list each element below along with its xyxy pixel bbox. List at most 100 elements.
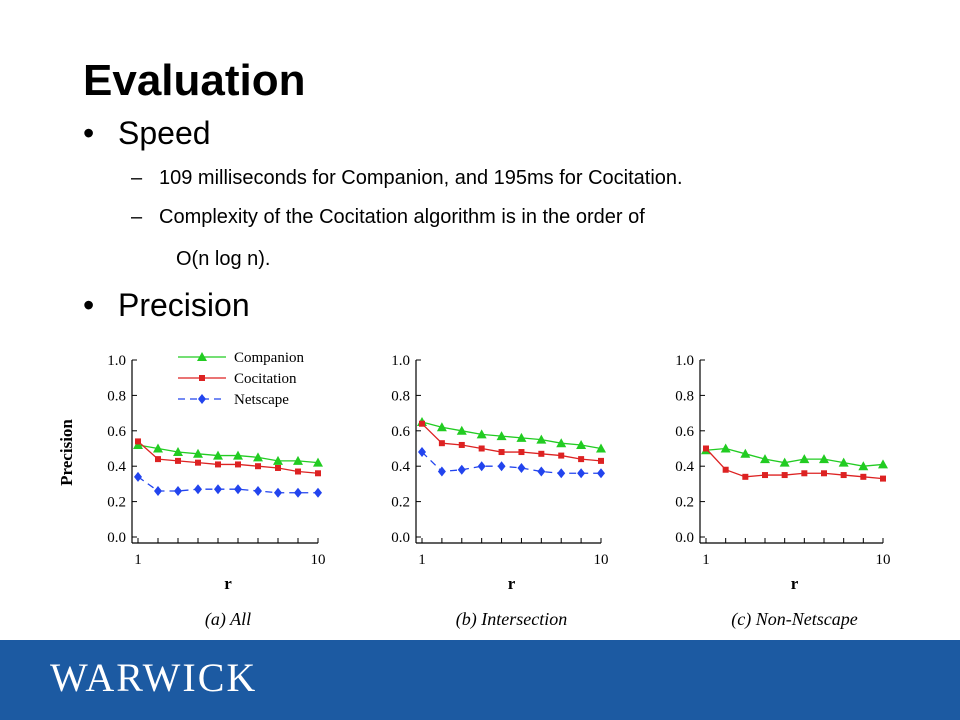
y-tick-label: 0.8 [675,388,694,404]
data-point [821,470,827,477]
data-point [538,450,545,457]
legend-marker [199,375,205,381]
subbullet-speed-time-text: 109 milliseconds for Companion, and 195m… [159,167,683,189]
series-netscape [134,471,322,498]
data-point [195,459,201,466]
y-tick-label: 0.4 [391,459,410,475]
data-point [819,454,829,464]
series-cocitation [419,420,604,464]
data-point [295,468,301,475]
data-point [234,484,242,495]
data-point [742,473,749,480]
y-tick-label: 0.6 [391,424,410,440]
data-point [801,470,808,477]
data-point [194,484,202,495]
series-companion [701,443,888,471]
subbullet-complexity-text: Complexity of the Cocitation algorithm i… [159,206,645,228]
x-axis-label: r [508,574,516,593]
data-point [703,445,709,452]
data-point [419,420,425,427]
legend-marker [197,352,207,361]
data-point [477,461,486,472]
series-cocitation [135,438,321,477]
data-point [235,461,241,468]
x-axis-label: r [224,574,232,593]
data-point [294,487,302,498]
series-line [705,448,884,480]
data-point [476,429,487,439]
data-point [193,448,203,458]
data-point [722,466,729,473]
data-point [154,485,162,496]
bullet-precision-text: Precision [118,287,250,323]
y-tick-label: 0.6 [675,424,694,440]
y-tick-label: 0.2 [391,495,410,511]
series-netscape [418,447,605,479]
data-point [478,445,485,452]
bullet-marker: • [83,115,95,151]
footer-bar [0,640,960,720]
data-point [418,447,426,458]
subbullet-marker: – [131,167,143,189]
data-point [233,450,243,460]
data-point [173,447,183,457]
subbullet-complexity-continuation: O(n log n). [176,248,271,270]
data-point [557,468,566,479]
data-point [860,473,867,480]
data-point [155,456,161,463]
series-companion [133,439,323,467]
chart-2: 0.0 0.2 0.4 0.6 0.8 1.0 1 10 r (b) Intersection [391,353,608,630]
x-tick-label: 10 [594,552,609,568]
data-point [215,461,221,468]
data-point [497,461,506,472]
data-point [214,484,222,495]
series-line [705,447,884,467]
x-tick-label: 1 [418,552,426,568]
data-point [174,485,182,496]
data-point [456,425,467,435]
x-tick-label: 1 [134,552,142,568]
data-point [596,443,606,453]
data-point [254,485,262,496]
x-tick-label: 10 [876,552,891,568]
data-point [313,457,323,467]
data-point [436,422,447,432]
data-point [577,468,586,479]
x-axis-label: r [791,574,799,593]
bullet-speed-text: Speed [118,115,211,151]
data-point [537,466,546,477]
data-point [153,443,163,453]
y-tick-label: 0.8 [107,388,126,404]
data-point [762,472,768,479]
x-tick-label: 1 [702,552,710,568]
series-cocitation [703,445,886,482]
series-line [421,423,602,462]
legend-label: Companion [234,350,304,366]
data-point [496,431,507,441]
data-point [274,487,282,498]
y-tick-label: 0.6 [107,424,126,440]
data-point [858,461,869,471]
series-line [137,476,318,494]
data-point [498,449,505,456]
data-point [457,464,466,475]
data-point [273,455,283,465]
y-tick-label: 0.0 [675,530,694,546]
data-point [578,456,585,463]
series-line [137,440,319,474]
x-tick-label: 10 [311,552,326,568]
y-axis-label: Precision [57,419,76,486]
chart-caption: (a) All [205,609,251,630]
data-point [275,464,281,471]
chart-1: 0.0 0.2 0.4 0.6 0.8 1.0 1 10 r Precision (a) All Co… [57,350,326,630]
data-point [838,457,849,467]
y-tick-label: 1.0 [107,353,126,369]
data-point [840,472,847,479]
data-point [134,471,142,482]
data-point [720,443,731,453]
y-tick-label: 0.8 [391,388,410,404]
data-point [253,452,263,462]
data-point [517,462,526,473]
data-point [760,454,770,464]
y-tick-label: 0.2 [675,495,694,511]
